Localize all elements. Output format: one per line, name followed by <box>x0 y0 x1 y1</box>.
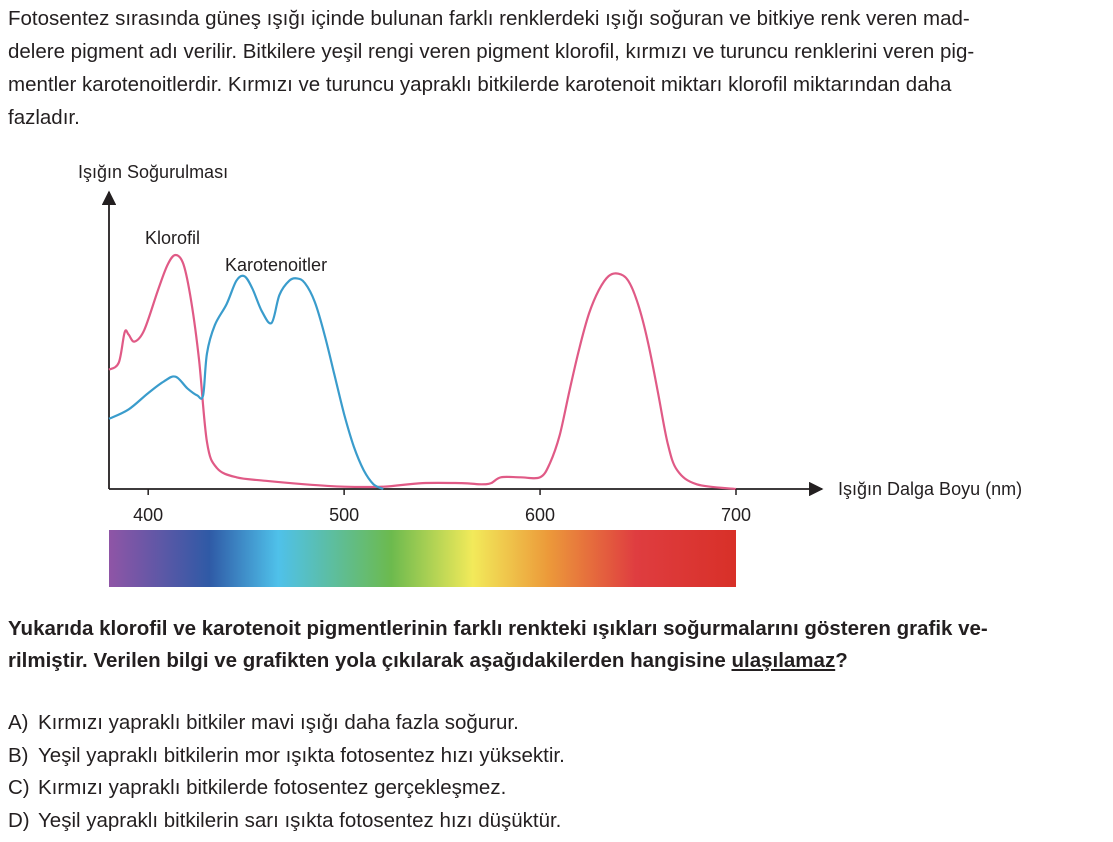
option-letter: B) <box>8 743 29 767</box>
option-text: Yeşil yapraklı bitkilerin mor ışıkta fot… <box>38 743 565 767</box>
option-c[interactable]: C) Kırmızı yapraklı bitkilerde fotosentez… <box>8 772 1106 805</box>
klorofil-label: Klorofil <box>145 228 200 248</box>
x-tick-label: 400 <box>133 505 163 525</box>
option-b[interactable]: B) Yeşil yapraklı bitkilerin mor ışıkta f… <box>8 740 1106 773</box>
absorption-chart: Işığın Soğurulması Işığın Dalga Boyu (nm… <box>0 150 1113 595</box>
question-text: Yukarıda klorofil ve karotenoit pigmentl… <box>8 613 1106 677</box>
intro-paragraph: Fotosentez sırasında güneş ışığı içinde … <box>8 2 1106 134</box>
klorofil-curve <box>108 253 737 491</box>
karotenoitler-label: Karotenoitler <box>225 255 327 275</box>
x-tick-label: 500 <box>329 505 359 525</box>
absorption-chart-svg: Işığın Soğurulması Işığın Dalga Boyu (nm… <box>78 162 1022 587</box>
option-d[interactable]: D) Yeşil yapraklı bitkilerin sarı ışıkta … <box>8 805 1106 838</box>
intro-line: fazladır. <box>8 106 80 129</box>
intro-line: mentler karotenoitlerdir. Kırmızı ve tur… <box>8 73 952 96</box>
question-line: Yukarıda klorofil ve karotenoit pigmentl… <box>8 617 988 640</box>
x-axis-label: Işığın Dalga Boyu (nm) <box>838 479 1022 499</box>
option-text: Yeşil yapraklı bitkilerin sarı ışıkta fo… <box>38 808 562 832</box>
question-line: rilmiştir. Verilen bilgi ve grafikten yo… <box>8 649 732 672</box>
light-spectrum-bar <box>109 530 736 587</box>
question-mark: ? <box>835 649 848 672</box>
x-ticks: 400 500 600 700 <box>133 489 751 525</box>
y-axis-label: Işığın Soğurulması <box>78 162 228 182</box>
x-tick-label: 700 <box>721 505 751 525</box>
intro-line: delere pigment adı verilir. Bitkilere ye… <box>8 40 975 63</box>
option-text: Kırmızı yapraklı bitkilerde fotosentez g… <box>38 776 507 799</box>
question-negation: ulaşılamaz <box>731 649 836 672</box>
answer-options: A) Kırmızı yapraklı bitkiler mavi ışığı d… <box>8 707 1106 837</box>
intro-line: Fotosentez sırasında güneş ışığı içinde … <box>8 7 970 30</box>
option-letter: A) <box>8 711 29 734</box>
option-a[interactable]: A) Kırmızı yapraklı bitkiler mavi ışığı d… <box>8 707 1106 740</box>
x-tick-label: 600 <box>525 505 555 525</box>
option-letter: D) <box>8 808 30 832</box>
option-text: Kırmızı yapraklı bitkiler mavi ışığı dah… <box>38 711 519 734</box>
option-letter: C) <box>8 776 30 799</box>
karotenoitler-curve <box>108 274 384 491</box>
